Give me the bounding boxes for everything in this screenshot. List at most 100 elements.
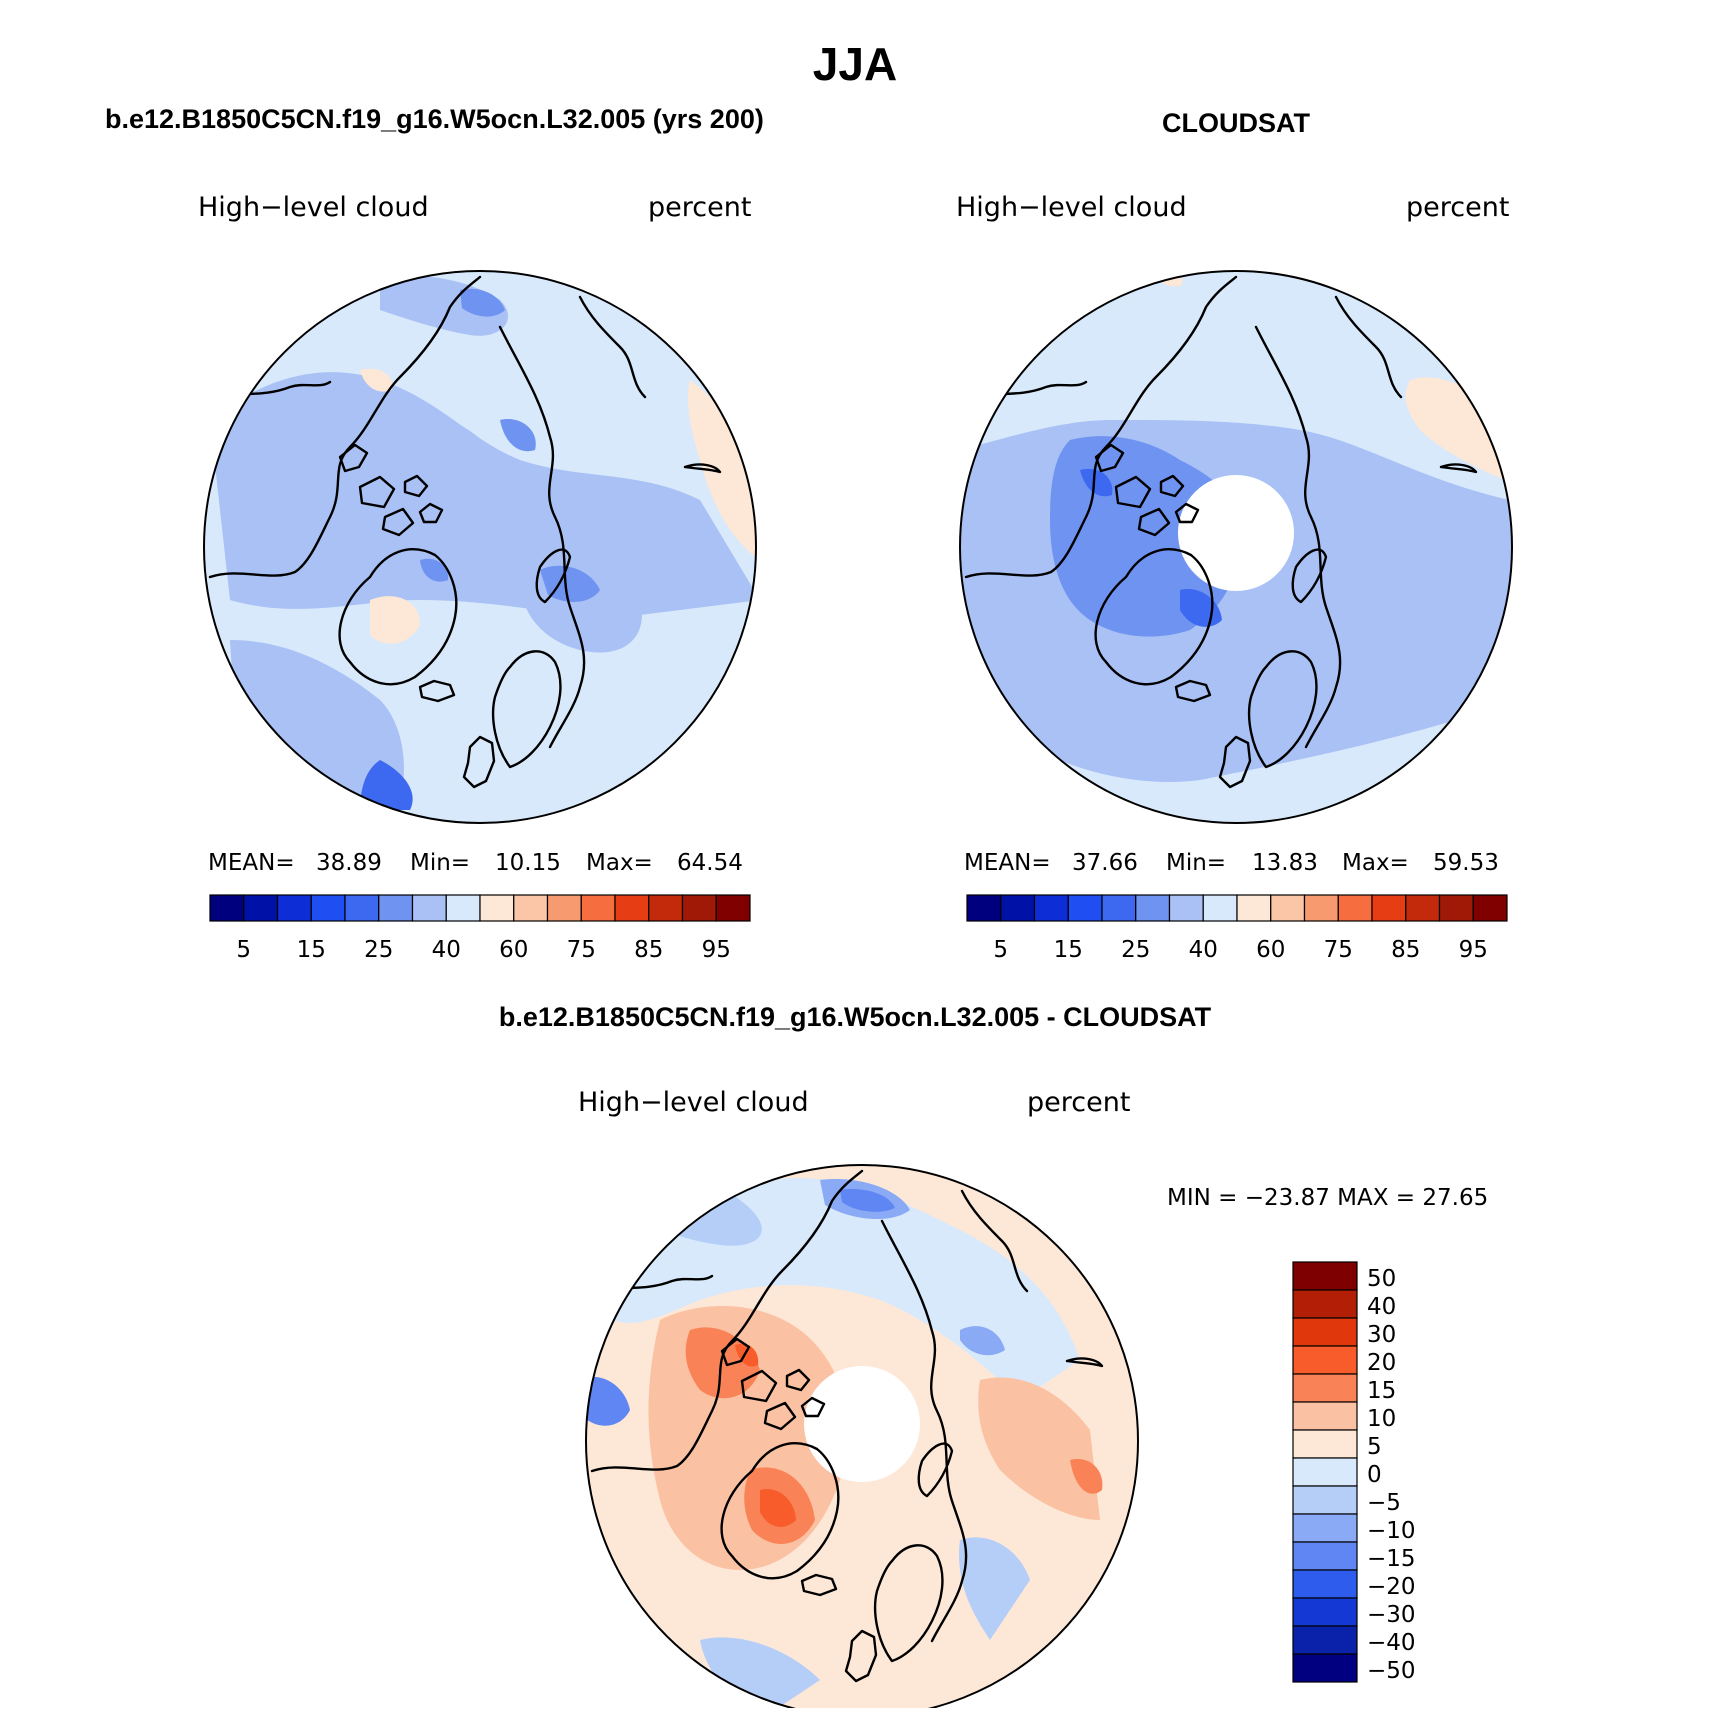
colorbar-obs-swatch: [1438, 894, 1474, 922]
model-min-label: Min=: [410, 850, 470, 876]
colorbar-diff-tick-label: −30: [1367, 1602, 1416, 1628]
colorbar-obs-tick-label: 5: [993, 937, 1008, 963]
colorbar-diff-swatch: [1292, 1485, 1358, 1515]
model-stats: MEAN= 38.89 Min= 10.15 Max= 64.54: [208, 850, 743, 876]
panel-obs-units: percent: [1406, 192, 1509, 223]
colorbar-model-tick-label: 40: [432, 937, 461, 963]
colorbar-diff-swatch: [1292, 1289, 1358, 1319]
colorbar-obs-swatch: [1101, 894, 1137, 922]
colorbar-diff-tick-label: −15: [1367, 1546, 1416, 1572]
colorbar-obs: 5 15 25 40 60 75 85 95: [966, 894, 1508, 963]
panel-model-variable: High−level cloud: [198, 192, 429, 223]
colorbar-diff-tick-label: −40: [1367, 1630, 1416, 1656]
colorbar-diff-tick-label: 50: [1367, 1266, 1396, 1292]
colorbar-obs-tick-label: 40: [1189, 937, 1218, 963]
colorbar-model-swatch: [614, 894, 650, 922]
colorbar-model-swatch: [546, 894, 582, 922]
colorbar-model-swatch: [243, 894, 279, 922]
colorbar-obs-swatch: [1371, 894, 1407, 922]
map-diff: [586, 1165, 1138, 1713]
colorbar-obs-swatch: [1472, 894, 1508, 922]
map-obs: [960, 271, 1512, 823]
colorbar-model-swatch: [479, 894, 515, 922]
colorbar-diff-swatch: [1292, 1513, 1358, 1543]
diff-minmax: MIN = −23.87 MAX = 27.65: [1167, 1185, 1488, 1211]
colorbar-model-tick-label: 95: [702, 937, 731, 963]
colorbar-model-swatch: [681, 894, 717, 922]
colorbar-diff-tick-label: 0: [1367, 1462, 1382, 1488]
model-max-label: Max=: [586, 850, 653, 876]
colorbar-model-tick-label: 25: [364, 937, 393, 963]
panel-obs-header: CLOUDSAT: [1162, 108, 1310, 138]
panel-model: b.e12.B1850C5CN.f19_g16.W5ocn.L32.005 (y…: [105, 104, 764, 963]
colorbar-model-swatch: [715, 894, 751, 922]
colorbar-diff-tick-label: −10: [1367, 1518, 1416, 1544]
colorbar-diff-swatch: [1292, 1625, 1358, 1655]
colorbar-diff-tick-label: −50: [1367, 1658, 1416, 1684]
colorbar-model-swatch: [445, 894, 481, 922]
colorbar-obs-swatch: [1000, 894, 1036, 922]
obs-stats: MEAN= 37.66 Min= 13.83 Max= 59.53: [964, 850, 1499, 876]
model-max-value: 64.54: [677, 850, 743, 876]
colorbar-model-swatch: [310, 894, 346, 922]
colorbar-obs-swatch: [1270, 894, 1306, 922]
obs-min-label: Min=: [1166, 850, 1226, 876]
colorbar-obs-swatch: [1303, 894, 1339, 922]
colorbar-obs-swatch: [1405, 894, 1441, 922]
colorbar-model-tick-label: 5: [236, 937, 251, 963]
panel-obs-variable: High−level cloud: [956, 192, 1187, 223]
colorbar-obs-tick-label: 15: [1054, 937, 1083, 963]
colorbar-diff-swatch: [1292, 1345, 1358, 1375]
map-model: [204, 271, 756, 823]
colorbar-diff-swatch: [1292, 1261, 1358, 1291]
colorbar-diff-swatch: [1292, 1429, 1358, 1459]
panel-diff-units: percent: [1027, 1087, 1130, 1118]
panel-model-header: b.e12.B1850C5CN.f19_g16.W5ocn.L32.005 (y…: [105, 104, 764, 134]
colorbar-model-swatch: [276, 894, 312, 922]
colorbar-diff-tick-label: 10: [1367, 1406, 1396, 1432]
colorbar-obs-swatch: [1033, 894, 1069, 922]
main-title: JJA: [813, 38, 897, 90]
colorbar-model-swatch: [513, 894, 549, 922]
obs-mean-label: MEAN=: [964, 850, 1051, 876]
panel-diff: b.e12.B1850C5CN.f19_g16.W5ocn.L32.005 - …: [499, 1002, 1488, 1713]
obs-max-value: 59.53: [1433, 850, 1499, 876]
colorbar-model-swatch: [344, 894, 380, 922]
colorbar-diff-tick-label: 20: [1367, 1350, 1396, 1376]
colorbar-model-tick-label: 85: [634, 937, 663, 963]
panel-model-units: percent: [648, 192, 751, 223]
colorbar-model-swatch: [580, 894, 616, 922]
colorbar-model-tick-label: 75: [567, 937, 596, 963]
colorbar-obs-swatch: [966, 894, 1002, 922]
colorbar-diff-swatch: [1292, 1653, 1358, 1683]
colorbar-model: 5 15 25 40 60 75 85 95: [209, 894, 751, 963]
colorbar-obs-swatch: [1202, 894, 1238, 922]
colorbar-model-tick-label: 60: [499, 937, 528, 963]
colorbar-diff-tick-label: −20: [1367, 1574, 1416, 1600]
panel-obs: CLOUDSAT High−level cloud percent MEAN= …: [956, 108, 1513, 963]
colorbar-obs-swatch: [1135, 894, 1171, 922]
colorbar-diff-swatch: [1292, 1317, 1358, 1347]
colorbar-diff-tick-label: −5: [1367, 1490, 1401, 1516]
colorbar-obs-swatch: [1337, 894, 1373, 922]
colorbar-diff-tick-label: 40: [1367, 1294, 1396, 1320]
colorbar-obs-tick-label: 60: [1256, 937, 1285, 963]
colorbar-obs-tick-label: 95: [1459, 937, 1488, 963]
colorbar-obs-tick-label: 75: [1324, 937, 1353, 963]
colorbar-model-tick-label: 15: [297, 937, 326, 963]
panel-diff-header: b.e12.B1850C5CN.f19_g16.W5ocn.L32.005 - …: [499, 1002, 1212, 1032]
colorbar-diff-swatch: [1292, 1569, 1358, 1599]
colorbar-obs-tick-label: 25: [1121, 937, 1150, 963]
colorbar-obs-swatch: [1067, 894, 1103, 922]
panel-diff-variable: High−level cloud: [578, 1087, 809, 1118]
model-mean-value: 38.89: [316, 850, 382, 876]
colorbar-model-swatch: [411, 894, 447, 922]
colorbar-diff-tick-label: 30: [1367, 1322, 1396, 1348]
colorbar-diff-swatch: [1292, 1457, 1358, 1487]
colorbar-obs-tick-label: 85: [1391, 937, 1420, 963]
model-mean-label: MEAN=: [208, 850, 295, 876]
colorbar-obs-swatch: [1236, 894, 1272, 922]
colorbar-diff-tick-label: 15: [1367, 1378, 1396, 1404]
